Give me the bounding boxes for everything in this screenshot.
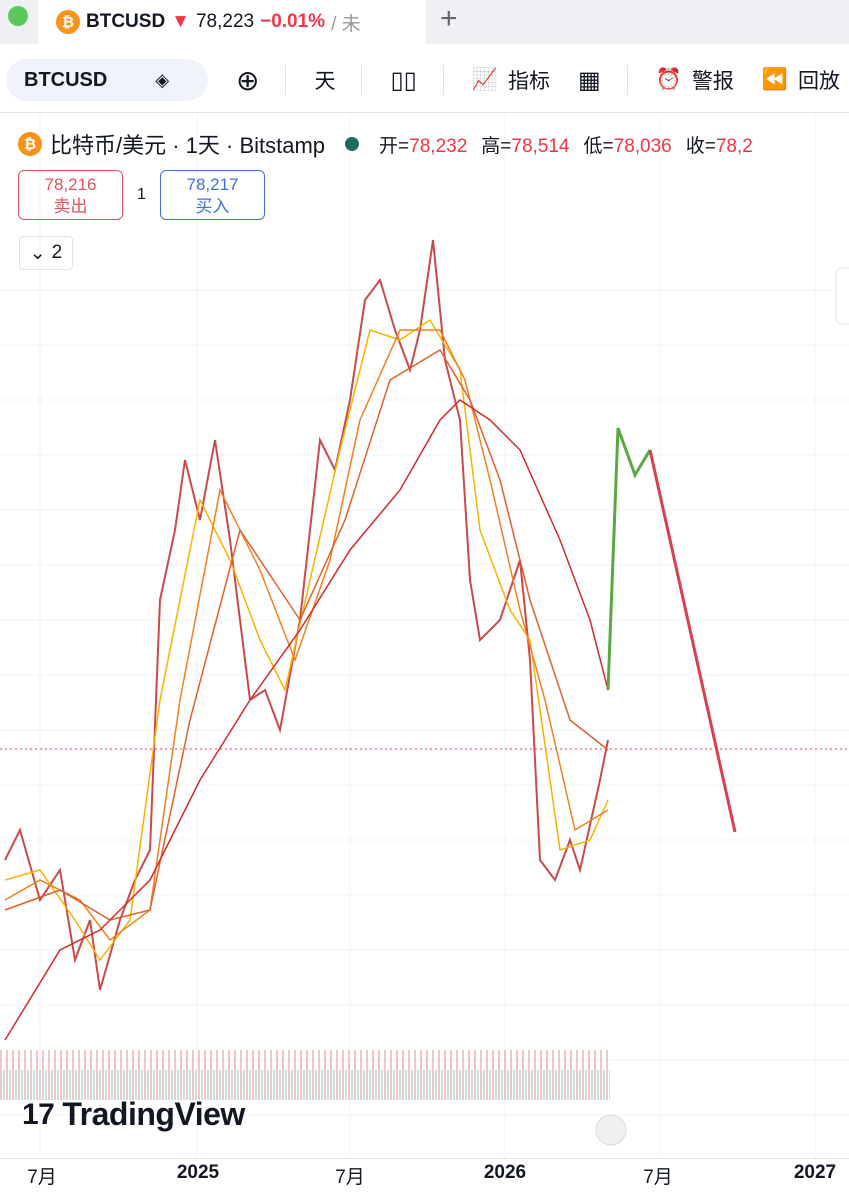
toolbar-symbol: BTCUSD [24,68,108,91]
indicators: 指标 [508,70,551,93]
sell-price: 78,216 [44,175,97,194]
symbol-search[interactable]: BTCUSD ◈ [6,59,208,101]
buy-button[interactable]: 78,217 买入 [160,170,265,220]
tab-bar: ₿ BTCUSD ▼ 78,223 −0.01% / 未 + [0,0,849,44]
add-button[interactable]: ⊕ [236,64,260,96]
chevron: ⌄ [29,242,46,264]
buy-price: 78,217 [186,175,239,194]
x-tick-label: 7月 [643,1167,673,1188]
collapse-button[interactable]: ⌄ 2 [19,236,73,270]
ma-line [4,348,609,921]
chart-canvas [0,113,849,1158]
new-tab[interactable]: + [440,2,458,35]
ohlc: 开=78,232 高=78,514 低=78,036 收=78,2 [379,131,753,158]
ohlc-value: 78,036 [613,135,672,157]
legend: ₿ 比特币/美元 · 1天 · Bitstamp 开=78,232 高=78,51… [18,128,753,160]
separator [285,65,287,95]
window-button[interactable] [8,6,28,26]
tab-extra: / 未 [331,13,361,35]
watermark-text: TradingView [62,1096,245,1132]
ohlc-field: 低=78,036 [584,131,672,158]
coin-icon: ₿ [18,132,42,156]
ohlc-field: 开=78,232 [379,131,467,158]
price-series [4,239,609,991]
toolbar: BTCUSD ◈ ⊕ 天 ▯▯ 📈 指标 ▦ ⏰ 警报 ⏪ 回放 [0,52,849,108]
ohlc-value: 78,2 [715,135,753,157]
buy-label: 买入 [195,197,230,216]
indicators-button[interactable]: 📈 指标 [472,65,550,95]
alerts-button[interactable]: ⏰ 警报 [656,65,734,95]
layout-button[interactable]: ▦ [578,66,601,94]
ma-line [4,399,609,1041]
replay-button[interactable]: ⏪ 回放 [762,65,840,95]
side-handle[interactable] [835,267,849,325]
coin-icon: ₿ [56,10,80,34]
spread: 1 [137,186,146,203]
ohlc-label: 低= [583,135,614,157]
ohlc-value: 78,232 [409,135,468,157]
legend-title: 比特币/美元 · 1天 · Bitstamp [50,133,326,158]
ohlc-label: 收= [685,135,716,157]
axis-line [0,1158,849,1159]
tab[interactable]: ₿ BTCUSD ▼ 78,223 −0.01% / 未 [38,0,426,44]
sell-button[interactable]: 78,216 卖出 [18,170,123,220]
watermark: 17 TradingView [22,1096,245,1133]
icon: ⏪ [761,68,789,91]
flag-icon [595,1114,627,1146]
separator [626,65,628,95]
ma-line [4,329,609,942]
down-arrow: ▼ [171,11,190,32]
logo: 17 [22,1097,55,1131]
interval-button[interactable]: 天 [314,65,335,95]
ohlc-label: 高= [481,135,512,157]
divider [0,112,849,113]
separator [361,65,363,95]
ohlc-field: 高=78,514 [481,131,569,158]
projection-down [648,449,737,833]
separator [442,65,444,95]
ma-line [4,318,609,962]
tab-symbol: BTCUSD [86,11,166,32]
ohlc-label: 开= [379,135,410,157]
sell-label: 卖出 [53,197,88,216]
icon: 📈 [471,68,499,91]
tab-change: −0.01% [260,11,326,32]
x-tick-label: 2027 [793,1162,837,1183]
alerts: 警报 [691,70,734,93]
tab-price: 78,223 [195,11,255,32]
grid [0,113,849,1158]
interval: 天 [314,70,336,93]
x-tick-label: 7月 [335,1167,365,1188]
projection-up [606,427,652,691]
ohlc-field: 收=78,2 [686,131,753,158]
x-tick-label: 7月 [27,1167,57,1188]
x-tick-label: 2026 [483,1162,527,1183]
collapse-count: 2 [51,242,63,263]
ohlc-value: 78,514 [511,135,570,157]
replay: 回放 [798,70,841,93]
status-dot [345,137,360,151]
volume-area [0,1040,610,1150]
icon: ⏰ [655,68,682,91]
x-tick-label: 2025 [176,1162,220,1183]
symbol-icon: ◈ [155,69,170,90]
chart-type-button[interactable]: ▯▯ [390,66,417,94]
